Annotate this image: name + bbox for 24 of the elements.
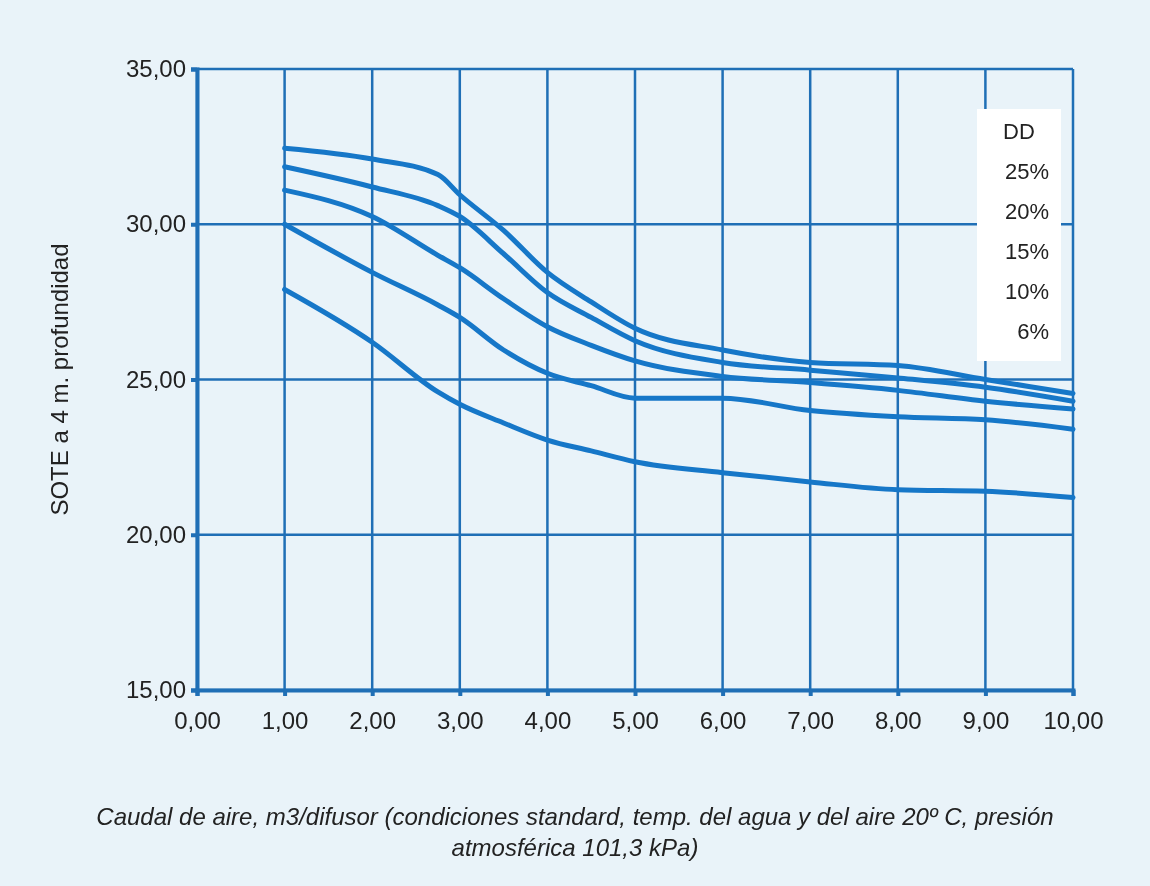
y-tick-label: 30,00 <box>125 210 186 238</box>
annotation: DD <box>1003 119 1035 144</box>
x-tick-label: 10,00 <box>1043 707 1104 734</box>
x-tick-label: 9,00 <box>962 707 1010 734</box>
annotation: 25% <box>1004 159 1049 184</box>
x-tick-label: 3,00 <box>436 707 484 734</box>
x-tick-label: 5,00 <box>612 707 659 734</box>
x-axis-title: Caudal de aire, m3/difusor (condiciones standard, temp. del agua y del aire 20º C, presión atmosférica 101,3 kPa) <box>96 803 1054 861</box>
y-tick-label: 20,00 <box>125 520 186 548</box>
annotation: 6% <box>1017 319 1049 344</box>
annotation: 15% <box>1004 239 1049 264</box>
x-tick-label: 0,00 <box>174 707 221 734</box>
x-tick-label: 7,00 <box>787 707 835 734</box>
y-tick-label: 25,00 <box>125 365 186 393</box>
x-tick-label: 1,00 <box>261 707 309 734</box>
annotation: 10% <box>1004 279 1049 304</box>
x-tick-label: 8,00 <box>874 707 922 734</box>
y-axis-title: SOTE a 4 m. profundidad <box>46 243 73 516</box>
x-tick-label: 6,00 <box>699 707 747 734</box>
x-tick-label: 4,00 <box>524 707 572 734</box>
y-tick-label: 15,00 <box>125 676 186 704</box>
annotation: 20% <box>1004 199 1049 224</box>
x-tick-label: 2,00 <box>349 707 397 734</box>
y-tick-label: 35,00 <box>125 55 186 83</box>
